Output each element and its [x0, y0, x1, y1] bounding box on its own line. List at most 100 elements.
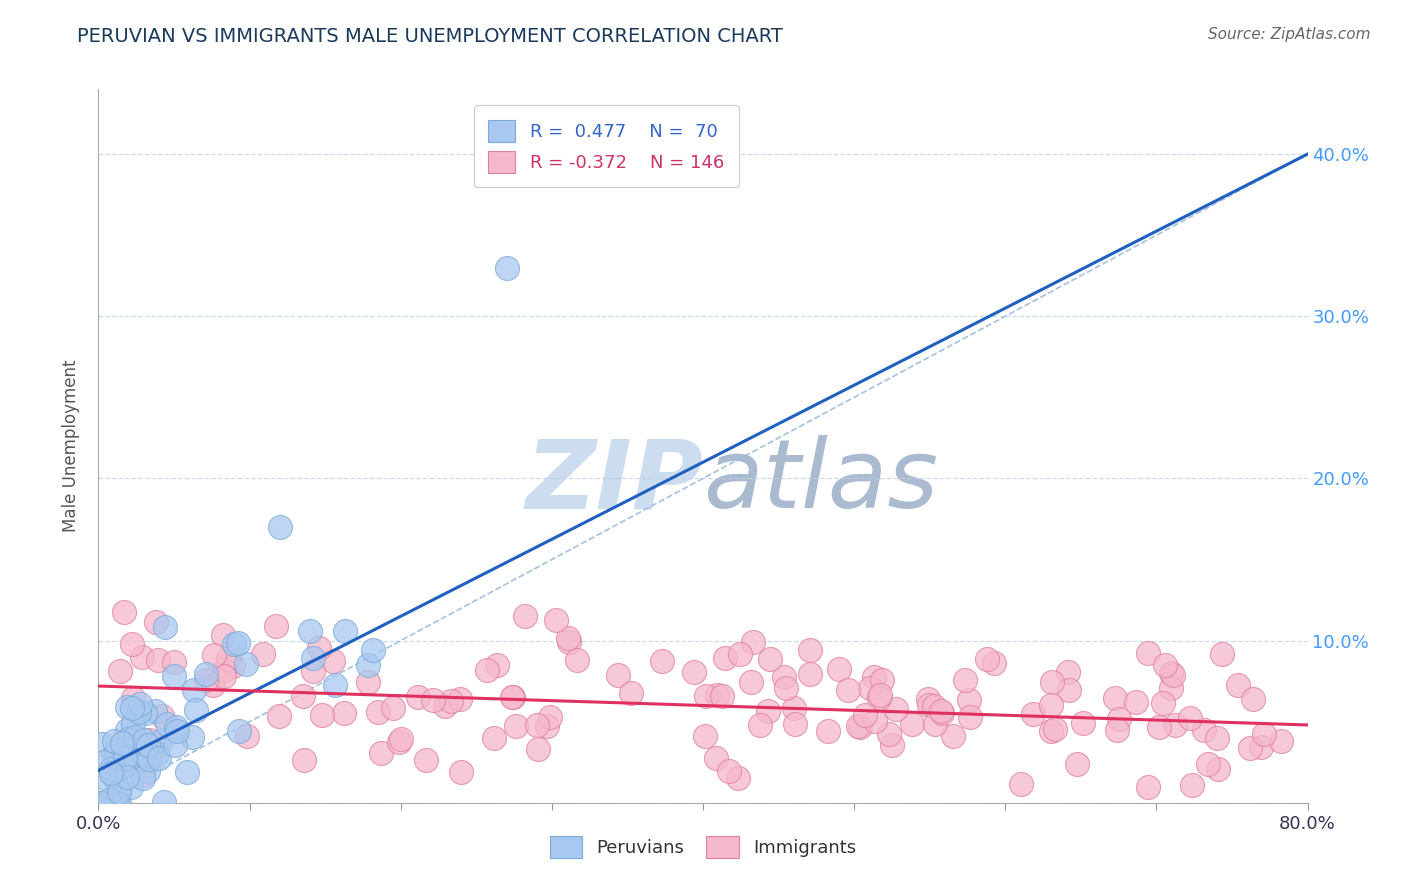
Point: [558, 635, 581, 649]
Point: [799, 667, 821, 681]
Point: [565, 653, 588, 667]
Point: [103, 762, 125, 776]
Point: [837, 682, 859, 697]
Point: [863, 670, 886, 684]
Point: [505, 718, 527, 732]
Point: [131, 772, 153, 786]
Point: [122, 691, 145, 706]
Point: [308, 640, 330, 655]
Point: [502, 690, 524, 705]
Point: [388, 735, 411, 749]
Point: [104, 744, 127, 758]
Point: [104, 772, 127, 787]
Point: [706, 750, 728, 764]
Point: [884, 702, 907, 716]
Point: [706, 688, 728, 702]
Point: [145, 747, 167, 761]
Point: [117, 770, 139, 784]
Point: [1160, 681, 1182, 695]
Point: [148, 751, 170, 765]
Point: [1125, 695, 1147, 709]
Point: [165, 720, 187, 734]
Point: [212, 628, 235, 642]
Point: [103, 734, 125, 748]
Point: [143, 704, 166, 718]
Point: [202, 648, 225, 662]
Point: [132, 733, 155, 747]
Point: [859, 681, 882, 695]
Point: [146, 653, 169, 667]
Point: [252, 648, 274, 662]
Point: [214, 668, 236, 682]
Point: [121, 700, 143, 714]
Point: [235, 657, 257, 672]
Point: [877, 727, 900, 741]
Point: [475, 663, 498, 677]
Point: [1192, 723, 1215, 737]
Point: [917, 692, 939, 706]
Point: [957, 692, 980, 706]
Point: [357, 674, 380, 689]
Point: [918, 698, 941, 713]
Point: [880, 738, 903, 752]
Point: [901, 717, 924, 731]
Point: [367, 705, 389, 719]
Point: [1160, 666, 1182, 681]
Point: [1270, 734, 1292, 748]
Point: [1043, 722, 1066, 736]
Point: [1161, 668, 1184, 682]
Point: [111, 736, 134, 750]
Point: [1039, 724, 1062, 739]
Point: [90, 738, 112, 752]
Point: [138, 732, 160, 747]
Point: [129, 698, 152, 712]
Point: [1136, 780, 1159, 794]
Point: [107, 783, 129, 797]
Point: [163, 655, 186, 669]
Point: [1066, 756, 1088, 771]
Point: [107, 796, 129, 810]
Point: [139, 747, 162, 761]
Point: [100, 765, 122, 780]
Point: [728, 647, 751, 661]
Point: [322, 654, 344, 668]
Point: [1197, 757, 1219, 772]
Point: [269, 520, 291, 534]
Point: [1152, 697, 1174, 711]
Point: [114, 758, 136, 772]
Point: [267, 708, 290, 723]
Point: [93, 755, 115, 769]
Point: [976, 651, 998, 665]
Point: [226, 636, 249, 650]
Point: [607, 668, 630, 682]
Point: [501, 690, 523, 705]
Point: [846, 719, 869, 733]
Point: [756, 704, 779, 718]
Point: [440, 694, 463, 708]
Point: [1104, 691, 1126, 706]
Point: [799, 642, 821, 657]
Point: [136, 764, 159, 778]
Point: [683, 665, 706, 679]
Point: [759, 652, 782, 666]
Point: [153, 620, 176, 634]
Point: [942, 729, 965, 743]
Point: [782, 701, 804, 715]
Point: [870, 673, 893, 687]
Point: [100, 763, 122, 777]
Text: atlas: atlas: [703, 435, 938, 528]
Point: [775, 681, 797, 696]
Point: [363, 643, 385, 657]
Point: [1206, 731, 1229, 745]
Text: ZIP: ZIP: [524, 435, 703, 528]
Point: [727, 771, 749, 785]
Point: [924, 716, 946, 731]
Point: [959, 709, 981, 723]
Point: [449, 692, 471, 706]
Point: [853, 708, 876, 723]
Point: [311, 708, 333, 723]
Point: [117, 723, 139, 737]
Point: [120, 780, 142, 795]
Point: [711, 689, 734, 703]
Point: [107, 785, 129, 799]
